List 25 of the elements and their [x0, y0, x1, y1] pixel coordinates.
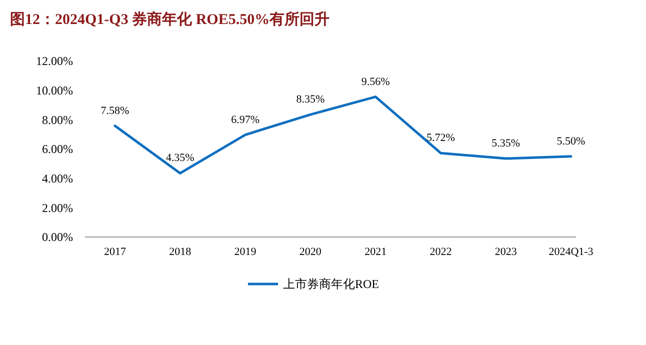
- legend-label: 上市券商年化ROE: [283, 277, 379, 292]
- x-tick-label: 2023: [494, 246, 518, 258]
- x-tick-label: 2019: [234, 246, 257, 258]
- data-label: 7.58%: [100, 104, 130, 117]
- data-label: 8.35%: [296, 94, 325, 106]
- x-tick-label: 2021: [364, 246, 387, 258]
- data-label: 6.97%: [231, 114, 260, 126]
- y-tick-label: 10.00%: [36, 84, 73, 98]
- y-tick-label: 0.00%: [42, 230, 73, 244]
- data-label: 4.35%: [166, 152, 194, 164]
- y-tick-label: 6.00%: [42, 142, 73, 156]
- x-tick-label: 2024Q1-3: [548, 246, 594, 258]
- data-label: 9.56%: [361, 76, 390, 88]
- y-tick-label: 12.00%: [36, 54, 73, 68]
- y-tick-label: 8.00%: [42, 112, 73, 127]
- data-label: 5.50%: [556, 135, 586, 148]
- data-label: 5.35%: [492, 138, 520, 150]
- x-tick-label: 2018: [169, 246, 192, 258]
- x-tick-label: 2017: [104, 246, 126, 258]
- data-label: 5.72%: [426, 132, 455, 144]
- x-tick-label: 2020: [299, 246, 322, 258]
- chart-title: 图12：2024Q1-Q3 券商年化 ROE5.50%有所回升: [10, 10, 330, 28]
- x-tick-label: 2022: [430, 246, 452, 258]
- y-tick-label: 2.00%: [42, 200, 73, 215]
- y-tick-label: 4.00%: [42, 172, 73, 186]
